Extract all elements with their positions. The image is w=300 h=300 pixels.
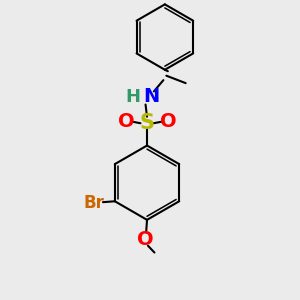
- Text: O: O: [118, 112, 134, 131]
- Text: Br: Br: [83, 194, 104, 212]
- Text: H: H: [126, 88, 141, 106]
- Text: S: S: [140, 113, 154, 133]
- Text: O: O: [160, 112, 176, 131]
- Text: O: O: [137, 230, 154, 249]
- Text: N: N: [143, 87, 160, 106]
